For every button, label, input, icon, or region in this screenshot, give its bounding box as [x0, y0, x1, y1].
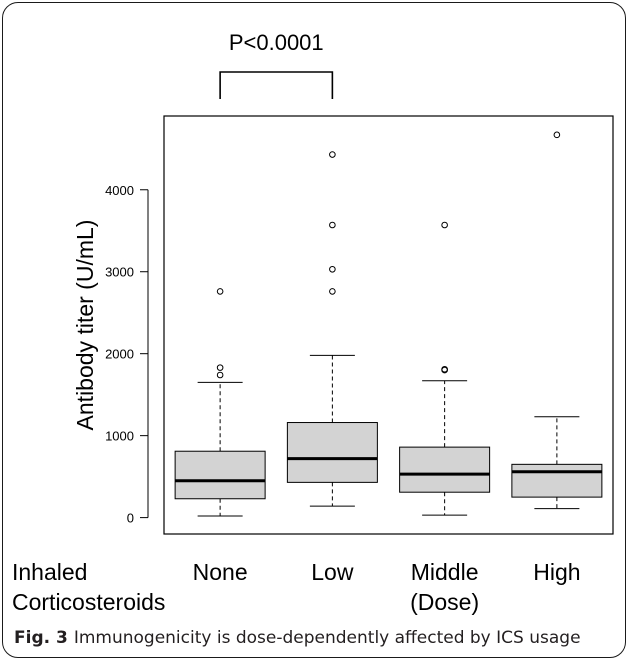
y-axis-label: Antibody titer (U/mL): [72, 220, 98, 431]
outlier-point: [329, 151, 336, 158]
box-iqr: [399, 446, 491, 493]
y-tick-label: 2000: [105, 347, 134, 362]
outlier-point: [216, 364, 224, 371]
x-tick-label: Low: [311, 559, 354, 585]
box-iqr: [511, 463, 603, 498]
y-tick-label: 1000: [105, 429, 134, 444]
y-axis: 0 1000 2000 3000 4000: [105, 183, 149, 526]
y-tick-label: 4000: [105, 183, 134, 198]
outlier-point: [329, 288, 336, 295]
x-axis-labels: None Low Middle (Dose) High: [193, 559, 581, 615]
caption-text: Immunogenicity is dose-dependently affec…: [73, 628, 581, 648]
outlier-point: [329, 221, 336, 229]
box-iqr: [174, 450, 266, 500]
x-tick-label-line2: (Dose): [410, 589, 479, 615]
y-tick-label: 0: [127, 511, 134, 526]
outlier-point: [441, 221, 448, 229]
box-high: [511, 131, 603, 510]
box-none: [174, 288, 266, 517]
x-tick-label: High: [533, 559, 580, 585]
outlier-point: [329, 265, 336, 273]
outlier-point: [441, 365, 448, 373]
outlier-point: [216, 288, 224, 295]
box-iqr: [286, 422, 378, 483]
box-middle: [399, 221, 491, 516]
caption-label: Fig. 3: [14, 628, 68, 648]
figure-caption: Fig. 3 Immunogenicity is dose-dependently…: [14, 628, 581, 648]
boxes-layer: [174, 131, 603, 517]
outlier-point: [216, 371, 224, 379]
significance-bracket: [219, 71, 334, 99]
row-label-line2: Corticosteroids: [12, 589, 165, 615]
x-tick-label: None: [193, 559, 248, 585]
y-tick-label: 3000: [105, 265, 134, 280]
box-low: [286, 151, 378, 507]
row-label-line1: Inhaled: [12, 559, 87, 585]
p-value-label: P<0.0001: [229, 30, 324, 55]
x-tick-label: Middle: [411, 559, 479, 585]
outlier-point: [553, 131, 561, 139]
significance-annotation: P<0.0001: [219, 30, 334, 99]
plot-area-border: [163, 115, 614, 535]
